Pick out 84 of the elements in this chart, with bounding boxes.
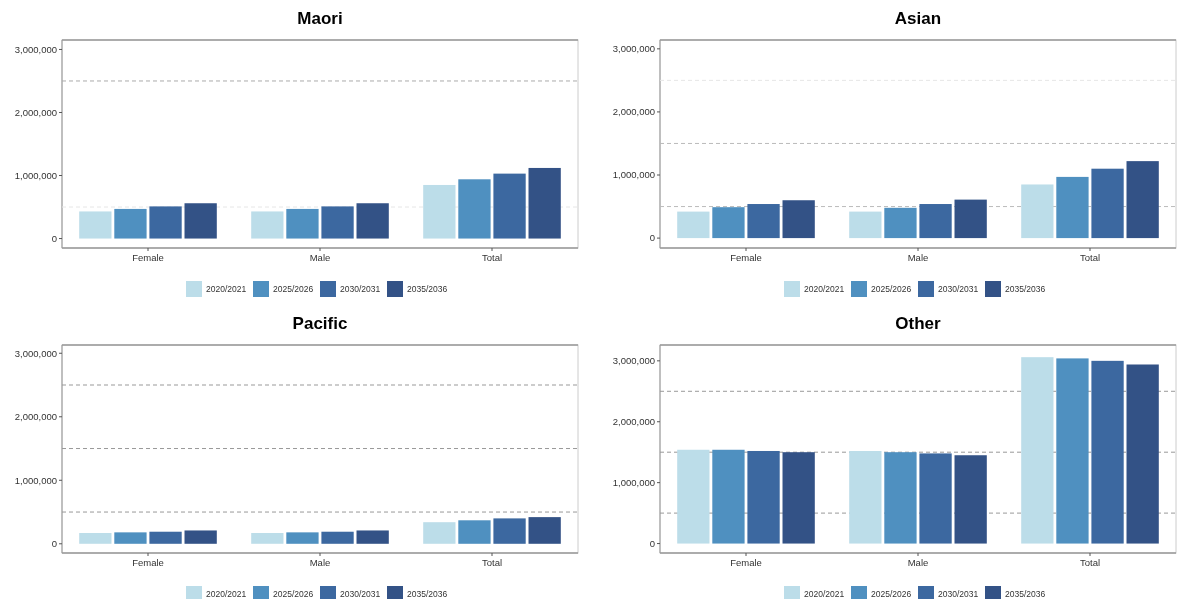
y-tick-label: 3,000,000 [612,355,655,367]
bar [458,179,491,239]
legend-label: 2035/2036 [407,283,448,294]
bar [1021,357,1054,544]
bar [747,450,780,544]
bar [149,206,182,239]
legend-label: 2020/2021 [206,283,247,294]
bar [493,173,526,239]
y-tick-label: 0 [51,538,57,550]
legend-label: 2025/2026 [273,283,314,294]
bar [954,199,987,239]
chart-title: Asian [894,9,942,28]
y-tick-label: 3,000,000 [612,43,655,55]
y-tick-label: 1,000,000 [14,169,57,181]
bar [677,211,710,239]
legend-label: 2035/2036 [407,588,448,599]
y-tick-label: 0 [51,232,57,244]
legend-label: 2035/2036 [1005,283,1046,294]
legend-label: 2025/2026 [273,588,314,599]
bar [356,203,389,239]
bar [954,455,987,544]
x-tick-label: Total [481,252,503,263]
bar [184,203,217,239]
y-tick-label: 2,000,000 [612,416,655,428]
legend-label: 2020/2021 [804,588,845,599]
bar [712,207,745,239]
bar [712,449,745,544]
chart-title: Other [895,314,942,333]
x-tick-label: Male [907,252,929,263]
y-tick-label: 0 [649,537,655,549]
x-tick-label: Male [309,252,331,263]
x-tick-label: Total [481,557,503,568]
bar [1056,176,1089,239]
legend-label: 2030/2031 [938,588,979,599]
bar [286,208,319,239]
bar [884,452,917,544]
bar [782,200,815,239]
y-tick-label: 2,000,000 [14,106,57,118]
bar [782,452,815,544]
y-tick-label: 1,000,000 [612,476,655,488]
x-tick-label: Female [132,557,164,568]
x-tick-label: Female [730,252,762,263]
bar [677,449,710,544]
bar [919,453,952,544]
x-tick-label: Female [730,557,762,568]
bar [1091,360,1124,544]
chart-title: Maori [297,9,343,28]
legend-label: 2030/2031 [340,283,381,294]
bar [1091,168,1124,239]
bar [747,204,780,239]
bar [1126,161,1159,239]
legend-label: 2020/2021 [206,588,247,599]
bar [251,211,284,239]
y-tick-label: 2,000,000 [14,411,57,423]
bar [849,450,882,544]
legend-label: 2025/2026 [871,283,912,294]
legend-label: 2030/2031 [340,588,381,599]
legend-label: 2020/2021 [804,283,845,294]
chart-title: Pacific [292,314,348,333]
legend-label: 2030/2031 [938,283,979,294]
legend-label: 2025/2026 [871,588,912,599]
x-tick-label: Female [132,252,164,263]
y-tick-label: 2,000,000 [612,106,655,118]
x-tick-label: Total [1079,557,1101,568]
bar [79,211,112,239]
y-tick-label: 3,000,000 [14,43,57,55]
x-tick-label: Male [907,557,929,568]
bar [849,211,882,239]
y-tick-label: 0 [649,232,655,244]
bar [321,206,354,239]
bar [114,208,147,239]
x-tick-label: Male [309,557,331,568]
y-tick-label: 3,000,000 [14,347,57,359]
x-tick-label: Total [1079,252,1101,263]
y-tick-label: 1,000,000 [612,169,655,181]
y-tick-label: 1,000,000 [14,474,57,486]
legend-label: 2035/2036 [1005,588,1046,599]
bar [919,204,952,239]
bar [1056,358,1089,544]
bar [423,184,456,239]
bar [528,167,561,239]
bar [1126,364,1159,544]
bar [884,207,917,239]
bar [1021,184,1054,239]
